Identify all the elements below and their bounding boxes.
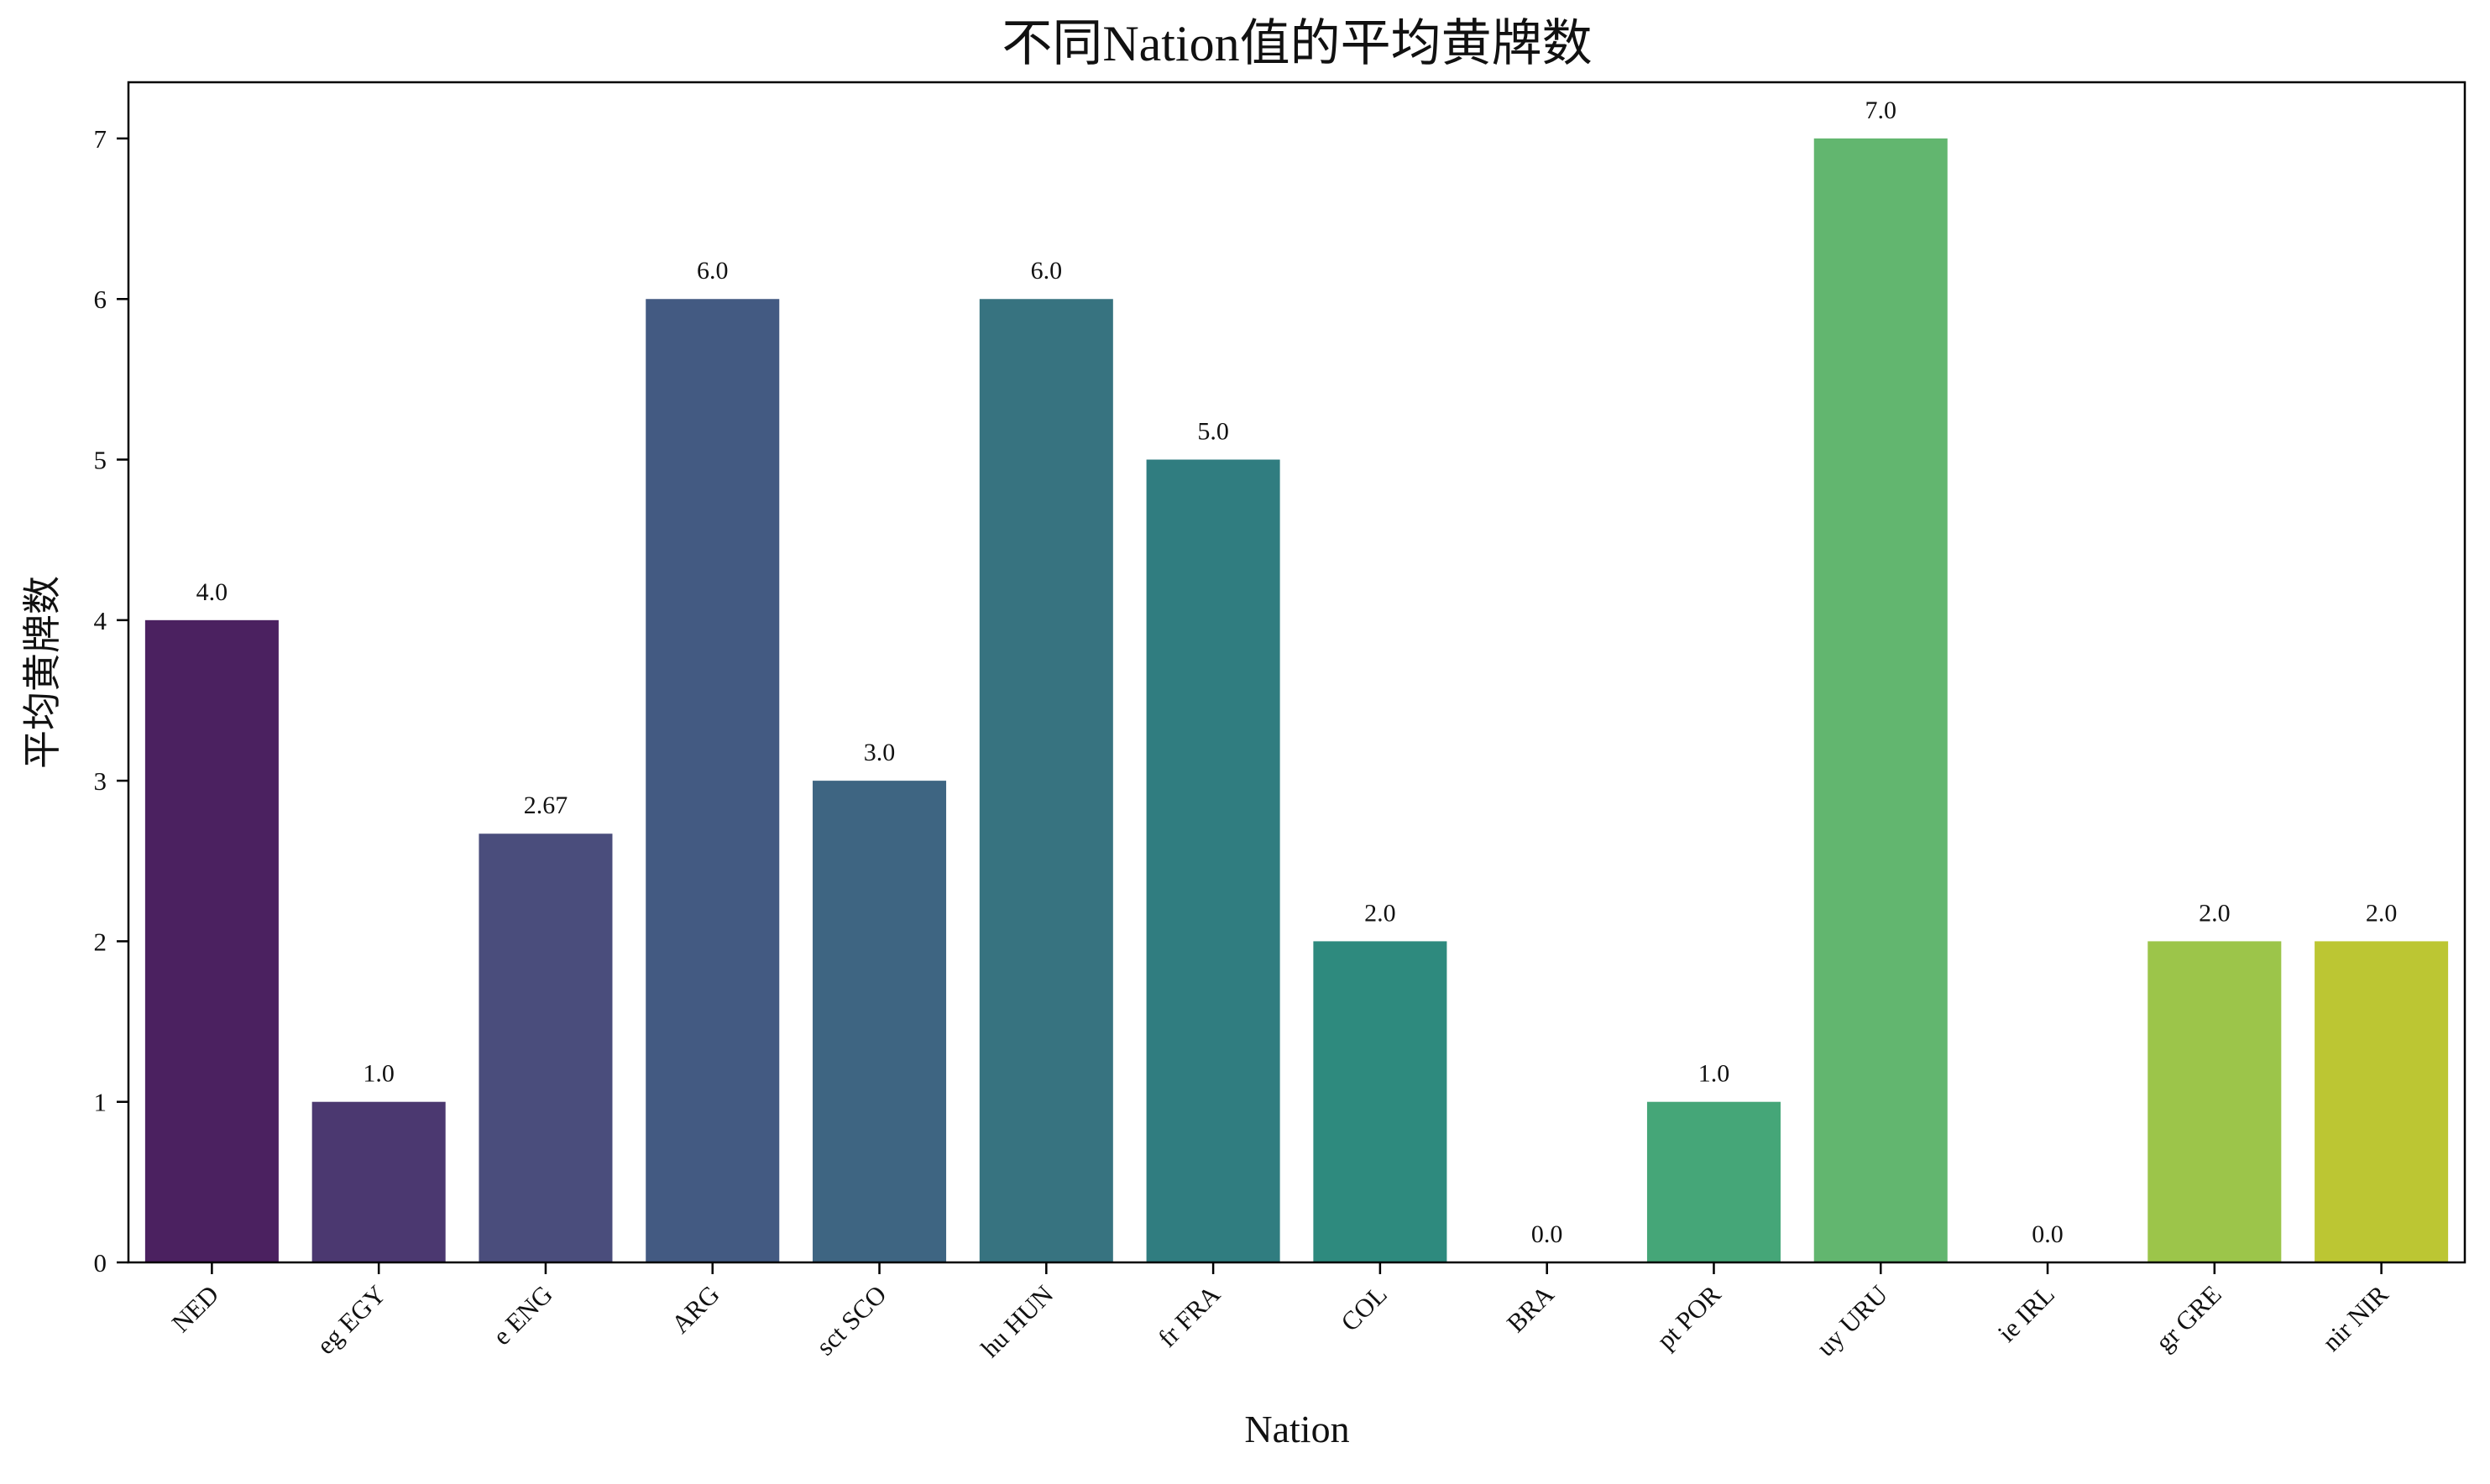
x-tick-label: hu HUN	[976, 1279, 1059, 1363]
x-tick-label: uy URU	[1811, 1279, 1893, 1361]
chart-title: 不同Nation值的平均黄牌数	[1002, 16, 1592, 71]
y-axis-label: 平均黄牌数	[21, 576, 64, 769]
bar	[311, 1101, 446, 1262]
data-label: 2.0	[2366, 899, 2398, 927]
x-tick-label: e ENG	[487, 1279, 558, 1351]
bars-group	[144, 138, 2449, 1263]
x-tick-label: nir NIR	[2316, 1279, 2394, 1357]
y-tick-label: 3	[94, 766, 107, 796]
data-labels-group: 4.0 1.0 2.67 6.0 3.0 6.0 5.0 2.0 0.0 1.0 7.0 0.0 2.0…	[196, 97, 2398, 1248]
y-tick-label: 2	[94, 927, 107, 956]
bar	[979, 299, 1113, 1263]
plot-frame	[127, 81, 2466, 1264]
bar	[2315, 941, 2449, 1262]
data-label: 4.0	[196, 578, 228, 606]
x-tick-label: COL	[1335, 1279, 1393, 1337]
data-label: 2.67	[524, 792, 568, 819]
bar	[1313, 941, 1447, 1262]
y-tick-label: 4	[94, 606, 107, 635]
x-tick-label: ie IRL	[1992, 1279, 2060, 1347]
data-label: 2.0	[2199, 899, 2231, 927]
bar	[479, 833, 613, 1262]
y-tick-label: 1	[94, 1088, 107, 1117]
data-label: 5.0	[1197, 418, 1229, 446]
bar	[1146, 459, 1280, 1262]
x-tick-label: pt POR	[1650, 1279, 1726, 1355]
x-tick-label: eg EGY	[311, 1279, 391, 1360]
bar	[144, 619, 279, 1262]
y-tick-label: 6	[94, 285, 107, 314]
data-label: 0.0	[2032, 1220, 2064, 1248]
y-tick-label: 5	[94, 446, 107, 475]
data-label: 1.0	[1698, 1060, 1730, 1088]
data-label: 6.0	[697, 257, 729, 285]
data-label: 2.0	[1364, 899, 1396, 927]
data-label: 6.0	[1031, 257, 1063, 285]
bar	[1813, 138, 1948, 1262]
data-label: 7.0	[1865, 97, 1897, 124]
x-tick-label: gr GRE	[2149, 1279, 2226, 1356]
x-tick-label: ARG	[666, 1279, 725, 1339]
data-label: 3.0	[864, 739, 896, 766]
bar	[813, 781, 947, 1262]
bar	[2147, 941, 2282, 1262]
y-tick-label: 0	[94, 1248, 107, 1278]
y-axis-ticks: 0 1 2 3 4 5 6 7	[94, 124, 128, 1278]
x-axis-label: Nation	[1244, 1408, 1349, 1450]
x-tick-label: NED	[166, 1279, 225, 1338]
bar	[646, 299, 780, 1263]
data-label: 0.0	[1531, 1220, 1563, 1248]
y-tick-label: 7	[94, 124, 107, 154]
bar	[1646, 1101, 1781, 1262]
x-axis-ticks: NED eg EGY e ENG ARG sct SCO hu HUN fr FRA COL B…	[166, 1262, 2394, 1363]
x-tick-label: BRA	[1501, 1279, 1560, 1338]
x-tick-label: sct SCO	[810, 1279, 892, 1361]
x-tick-label: fr FRA	[1153, 1279, 1227, 1353]
data-label: 1.0	[363, 1060, 395, 1088]
